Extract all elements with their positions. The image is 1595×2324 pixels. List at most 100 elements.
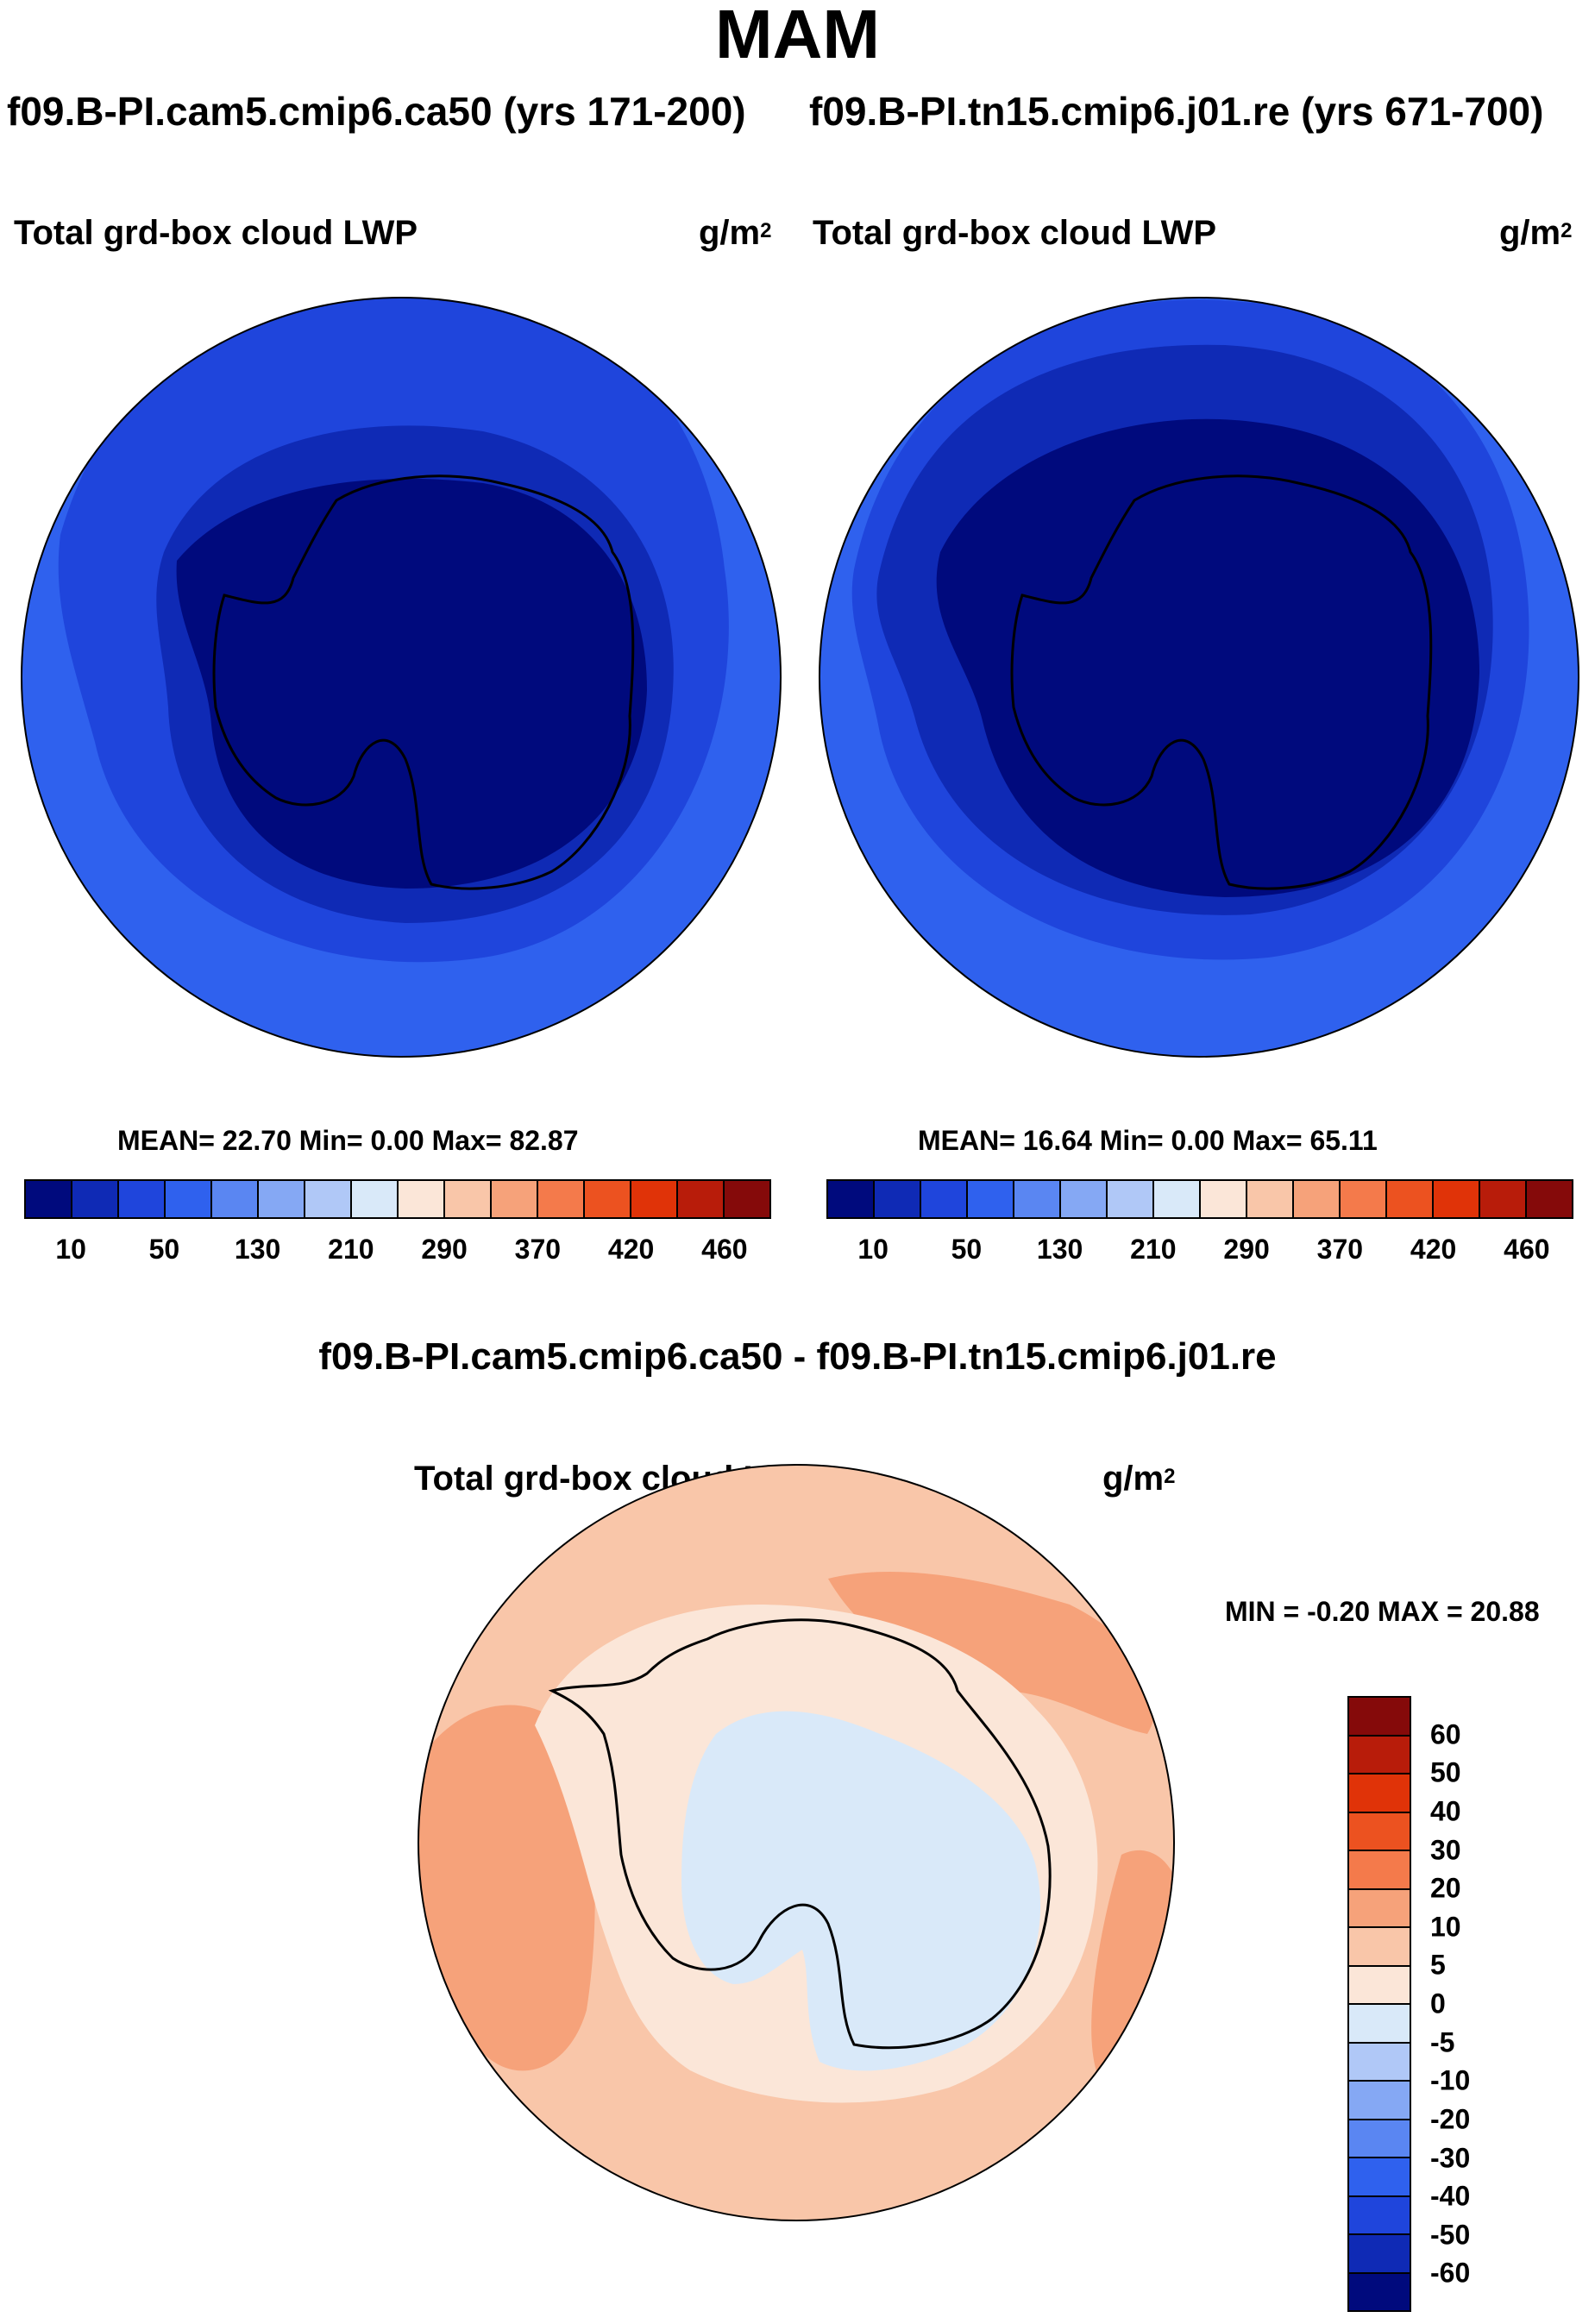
diff-colorbar-swatch bbox=[1349, 1966, 1410, 2005]
map-right-field bbox=[819, 298, 1579, 1057]
panel-left-units: g/m2 bbox=[699, 214, 772, 252]
diff-colorbar-swatch bbox=[1349, 1774, 1410, 1813]
colorbar-swatch bbox=[1434, 1181, 1480, 1217]
diff-colorbar-tick-label: -20 bbox=[1430, 2103, 1471, 2135]
panel-right-units: g/m2 bbox=[1499, 214, 1573, 252]
colorbar-swatch bbox=[1247, 1181, 1294, 1217]
colorbar-tick-label: 10 bbox=[55, 1234, 86, 1265]
diff-colorbar-tick-label: 0 bbox=[1430, 1988, 1446, 2019]
colorbar-tick-label: 130 bbox=[1036, 1234, 1083, 1265]
diff-colorbar-swatch bbox=[1349, 1812, 1410, 1851]
diff-colorbar-tick-label: -30 bbox=[1430, 2142, 1471, 2173]
diff-colorbar-swatch bbox=[1349, 1736, 1410, 1774]
colorbar-swatch bbox=[259, 1181, 305, 1217]
colorbar-swatch bbox=[828, 1181, 875, 1217]
main-title: MAM bbox=[714, 0, 881, 72]
colorbar-tick-label: 420 bbox=[1410, 1234, 1457, 1265]
diff-colorbar-swatch bbox=[1349, 2005, 1410, 2044]
colorbar-tick-label: 290 bbox=[1223, 1234, 1270, 1265]
colorbar-tick-label: 420 bbox=[607, 1234, 655, 1265]
colorbar-swatch bbox=[968, 1181, 1014, 1217]
antarctica-coastline-left bbox=[212, 474, 635, 890]
diff-colorbar-tick-label: 20 bbox=[1430, 1872, 1461, 1904]
diff-colorbar-tick-label: 60 bbox=[1430, 1718, 1461, 1750]
colorbar-swatch bbox=[1527, 1181, 1572, 1217]
colorbar-swatch bbox=[1201, 1181, 1247, 1217]
colorbar-right-ticks: 10 50 130 210 290 370 420 460 bbox=[826, 1234, 1573, 1268]
diff-colorbar-tick-label: -60 bbox=[1430, 2257, 1471, 2289]
colorbar-swatch bbox=[1154, 1181, 1201, 1217]
colorbar-tick-label: 210 bbox=[328, 1234, 374, 1265]
colorbar-swatch bbox=[678, 1181, 725, 1217]
case-left-title: f09.B-PI.cam5.cmip6.ca50 (yrs 171-200) bbox=[7, 89, 746, 134]
colorbar-swatch bbox=[631, 1181, 678, 1217]
diff-colorbar-swatch bbox=[1349, 2158, 1410, 2197]
diff-colorbar-swatch bbox=[1349, 1851, 1410, 1890]
colorbar-swatch bbox=[725, 1181, 769, 1217]
diff-units: g/m2 bbox=[1102, 1460, 1176, 1498]
diff-colorbar-tick-label: -50 bbox=[1430, 2219, 1471, 2251]
panel-right-stats: MEAN= 16.64 Min= 0.00 Max= 65.11 bbox=[918, 1125, 1378, 1156]
colorbar-swatch bbox=[1061, 1181, 1108, 1217]
diff-colorbar-tick-label: 50 bbox=[1430, 1756, 1461, 1788]
colorbar-swatch bbox=[399, 1181, 445, 1217]
diff-colorbar-tick-label: -10 bbox=[1430, 2064, 1471, 2096]
colorbar-swatch bbox=[538, 1181, 585, 1217]
colorbar-tick-label: 370 bbox=[1316, 1234, 1364, 1265]
diff-colorbar-tick-label: -5 bbox=[1430, 2026, 1455, 2058]
diff-colorbar bbox=[1347, 1696, 1411, 2312]
diff-colorbar-swatch bbox=[1349, 2120, 1410, 2158]
diff-colorbar-swatch bbox=[1349, 2043, 1410, 2082]
case-right-title: f09.B-PI.tn15.cmip6.j01.re (yrs 671-700) bbox=[809, 89, 1544, 134]
diff-colorbar-tick-label: 40 bbox=[1430, 1795, 1461, 1827]
panel-left-stats: MEAN= 22.70 Min= 0.00 Max= 82.87 bbox=[117, 1125, 579, 1156]
diff-colorbar-tick-label: 30 bbox=[1430, 1834, 1461, 1865]
diff-colorbar-swatch bbox=[1349, 2082, 1410, 2120]
colorbar-swatch bbox=[26, 1181, 72, 1217]
diff-colorbar-swatch bbox=[1349, 1928, 1410, 1967]
antarctica-coastline-right bbox=[1010, 474, 1433, 890]
diff-colorbar-swatch bbox=[1349, 2196, 1410, 2235]
diff-stats: MIN = -0.20 MAX = 20.88 bbox=[1225, 1596, 1540, 1627]
colorbar-tick-label: 10 bbox=[857, 1234, 889, 1265]
colorbar-tick-label: 130 bbox=[234, 1234, 281, 1265]
colorbar-swatch bbox=[1014, 1181, 1061, 1217]
diff-title: f09.B-PI.cam5.cmip6.ca50 - f09.B-PI.tn15… bbox=[318, 1335, 1277, 1378]
colorbar-swatch bbox=[305, 1181, 352, 1217]
map-left-field bbox=[22, 298, 781, 1057]
colorbar-tick-label: 460 bbox=[1504, 1234, 1550, 1265]
diff-colorbar-swatch bbox=[1349, 2273, 1410, 2310]
diff-colorbar-swatch bbox=[1349, 1698, 1410, 1737]
panel-right-variable: Total grd-box cloud LWP bbox=[813, 214, 1217, 252]
colorbar-left-ticks: 10 50 130 210 290 370 420 460 bbox=[24, 1234, 771, 1268]
map-diff-field bbox=[418, 1465, 1174, 2220]
colorbar-swatch bbox=[921, 1181, 968, 1217]
colorbar-right bbox=[826, 1179, 1573, 1219]
colorbar-swatch bbox=[445, 1181, 492, 1217]
antarctica-coastline-diff bbox=[548, 1618, 1052, 2050]
colorbar-tick-label: 210 bbox=[1130, 1234, 1177, 1265]
colorbar-tick-label: 50 bbox=[951, 1234, 983, 1265]
diff-colorbar-tick-label: -40 bbox=[1430, 2180, 1471, 2212]
colorbar-swatch bbox=[72, 1181, 119, 1217]
colorbar-swatch bbox=[1480, 1181, 1527, 1217]
colorbar-tick-label: 370 bbox=[514, 1234, 562, 1265]
diff-colorbar-swatch bbox=[1349, 1889, 1410, 1928]
colorbar-swatch bbox=[1387, 1181, 1434, 1217]
diff-colorbar-ticks: 60 50 40 30 20 10 5 0 -5 -10 -20 -30 -40 -50 -60 bbox=[1430, 1696, 1517, 2312]
colorbar-swatch bbox=[492, 1181, 538, 1217]
diff-colorbar-tick-label: 10 bbox=[1430, 1911, 1461, 1943]
colorbar-swatch bbox=[119, 1181, 166, 1217]
diff-colorbar-swatch bbox=[1349, 2235, 1410, 2274]
colorbar-swatch bbox=[212, 1181, 259, 1217]
colorbar-swatch bbox=[352, 1181, 399, 1217]
colorbar-tick-label: 460 bbox=[701, 1234, 748, 1265]
diff-colorbar-tick-label: 5 bbox=[1430, 1949, 1446, 1981]
panel-left-variable: Total grd-box cloud LWP bbox=[14, 214, 418, 252]
colorbar-swatch bbox=[875, 1181, 921, 1217]
diff-variable: Total grd-box cloud LWP bbox=[414, 1460, 819, 1498]
colorbar-swatch bbox=[585, 1181, 631, 1217]
colorbar-left bbox=[24, 1179, 771, 1219]
colorbar-swatch bbox=[1294, 1181, 1341, 1217]
colorbar-swatch bbox=[1108, 1181, 1154, 1217]
